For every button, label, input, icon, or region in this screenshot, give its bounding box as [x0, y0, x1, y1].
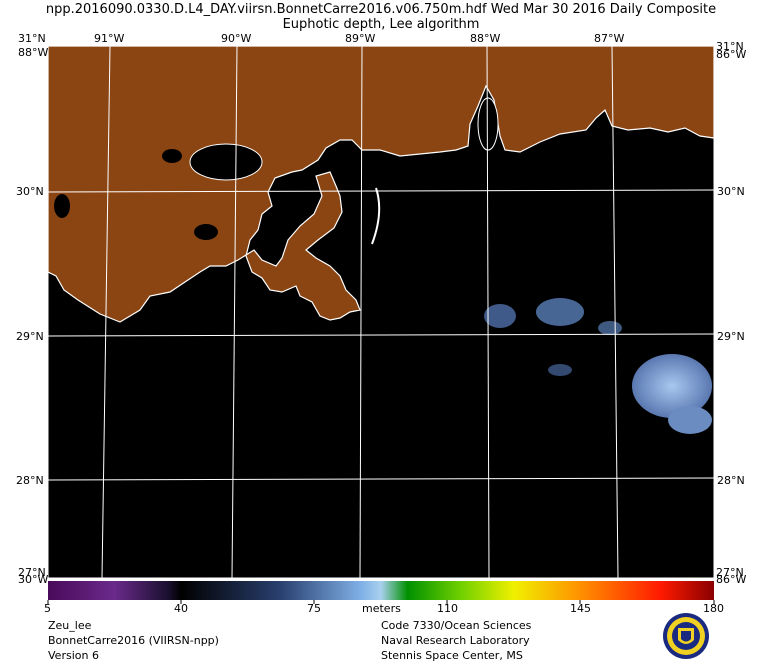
lake-pontchartrain [189, 143, 263, 181]
lon-label-89w: 89°W [345, 32, 376, 45]
lat-label-30n-right: 30°N [717, 185, 745, 198]
footer-version: Version 6 [48, 649, 99, 662]
lon-label-87w: 87°W [594, 32, 625, 45]
cbar-tick-40: 40 [174, 602, 188, 615]
corner-bottom-right-lon: 86°W [716, 573, 747, 586]
mobile-bay [477, 97, 499, 151]
euphotic-depth-patches [484, 298, 712, 434]
footer-code: Code 7330/Ocean Sciences [381, 619, 532, 632]
corner-bottom-right-lat: 27°N [716, 566, 744, 579]
footer-org: Naval Research Laboratory [381, 634, 530, 647]
colorbar-ticks [47, 600, 715, 604]
corner-top-left-lat: 31°N [18, 32, 46, 45]
cbar-tick-5: 5 [44, 602, 51, 615]
footer-region: BonnetCarre2016 (VIIRSN-npp) [48, 634, 219, 647]
corner-top-right-lat: 31°N [716, 40, 744, 53]
cbar-tick-145: 145 [570, 602, 591, 615]
footer-product: Zeu_lee [48, 619, 92, 632]
corner-top-right-lon: 86°W [716, 48, 747, 61]
title-line-2: Euphotic depth, Lee algorithm [282, 17, 480, 32]
grand-lake [54, 194, 70, 218]
footer-location: Stennis Space Center, MS [381, 649, 523, 662]
corner-top-left-lon: 88°W [18, 46, 49, 59]
lon-label-88w: 88°W [470, 32, 501, 45]
lat-label-30n-left: 30°N [16, 185, 44, 198]
lon-label-91w: 91°W [94, 32, 125, 45]
corner-bottom-left-lon: 30°W [18, 573, 49, 586]
map-frame [47, 45, 715, 579]
cbar-tick-75: 75 [307, 602, 321, 615]
cbar-units: meters [362, 602, 401, 615]
title-line-1: npp.2016090.0330.D.L4_DAY.viirsn.BonnetC… [45, 2, 717, 17]
lat-label-29n-left: 29°N [16, 330, 44, 343]
nrl-seal-logo [663, 613, 709, 659]
lat-label-28n-right: 28°N [717, 474, 745, 487]
corner-bottom-left-lat: 27°N [18, 566, 46, 579]
lon-label-90w: 90°W [221, 32, 252, 45]
lake-maurepas [162, 149, 182, 163]
lat-label-28n-left: 28°N [16, 474, 44, 487]
cbar-tick-110: 110 [437, 602, 458, 615]
land-mass [47, 45, 715, 323]
colorbar [48, 581, 714, 600]
chandeleur-islands [371, 187, 381, 245]
graticule [47, 45, 715, 579]
lat-label-29n-right: 29°N [717, 330, 745, 343]
lake-salvador [194, 224, 218, 240]
cbar-tick-180: 180 [703, 602, 724, 615]
